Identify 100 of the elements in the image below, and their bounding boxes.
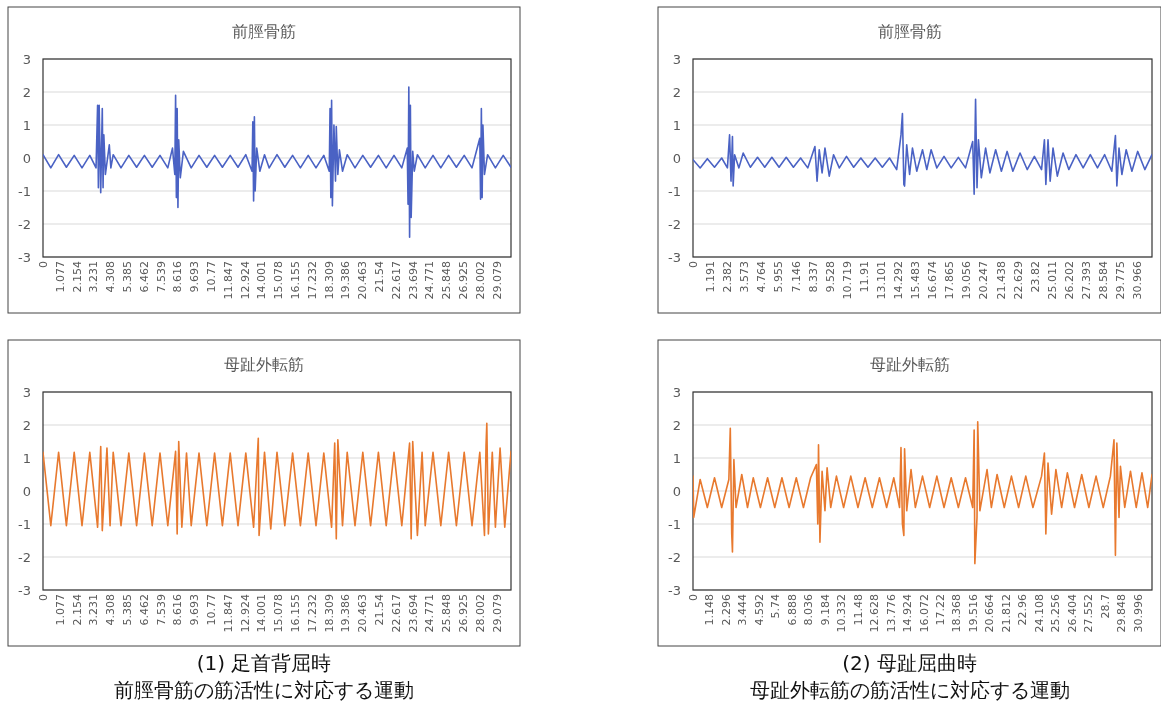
y-tick-label: 0	[672, 484, 681, 499]
y-tick-label: -3	[18, 583, 31, 598]
x-tick-label: 26.404	[1065, 594, 1079, 633]
x-tick-label: 1.148	[703, 594, 717, 626]
x-tick-label: 16.072	[917, 594, 931, 633]
x-tick-label: 28.7	[1098, 594, 1112, 619]
x-tick-label: 19.056	[960, 261, 974, 300]
x-tick-label: 1.077	[53, 594, 67, 626]
x-tick-label: 3.231	[87, 594, 101, 626]
x-tick-label: 11.91	[857, 261, 871, 293]
x-tick-label: 17.22	[934, 594, 947, 626]
x-tick-label: 5.385	[121, 261, 135, 293]
x-tick-label: 25.256	[1049, 594, 1063, 633]
x-tick-label: 9.528	[823, 261, 837, 293]
x-tick-label: 19.386	[339, 594, 353, 633]
x-tick-label: 20.247	[977, 261, 991, 300]
x-tick-label: 6.888	[785, 594, 799, 626]
x-tick-label: 22.617	[389, 261, 403, 300]
x-tick-label: 1.077	[53, 261, 67, 293]
y-tick-label: -3	[18, 250, 31, 265]
y-tick-label: 1	[22, 451, 31, 466]
x-tick-label: 18.368	[950, 594, 964, 633]
x-tick-label: 28.584	[1097, 261, 1110, 300]
x-tick-label: 8.337	[806, 261, 820, 293]
x-tick-label: 21.54	[373, 594, 387, 626]
x-tick-label: 5.385	[121, 594, 135, 626]
chart-title: 母趾外転筋	[869, 355, 950, 374]
x-tick-label: 11.847	[221, 594, 235, 633]
y-tick-label: -1	[668, 517, 681, 532]
x-tick-label: 6.462	[137, 594, 151, 626]
x-tick-label: 26.202	[1062, 261, 1076, 300]
x-tick-label: 24.771	[423, 261, 437, 300]
line-series	[693, 98, 1152, 196]
x-tick-label: 5.955	[772, 261, 786, 293]
x-tick-label: 8.036	[802, 594, 816, 626]
x-tick-label: 3.231	[87, 261, 101, 293]
x-tick-label: 9.184	[818, 594, 832, 626]
x-tick-label: 17.232	[305, 594, 319, 633]
x-tick-label: 14.292	[892, 261, 905, 300]
x-tick-label: 30.996	[1131, 594, 1145, 633]
x-tick-label: 16.155	[289, 261, 303, 300]
x-tick-label: 17.232	[305, 261, 319, 300]
x-tick-label: 6.462	[137, 261, 151, 293]
line-series	[43, 422, 511, 540]
y-tick-label: 2	[22, 418, 31, 433]
y-tick-label: 0	[22, 484, 31, 499]
x-tick-label: 21.438	[994, 261, 1008, 300]
y-tick-label: -3	[668, 583, 681, 598]
x-tick-label: 2.382	[721, 261, 735, 293]
x-tick-label: 0	[37, 594, 50, 601]
x-tick-label: 3.444	[736, 594, 750, 626]
y-tick-label: -1	[18, 184, 31, 199]
x-tick-label: 5.74	[769, 594, 783, 619]
y-tick-label: 3	[672, 385, 681, 400]
y-tick-label: -2	[668, 217, 681, 232]
x-tick-label: 0	[687, 261, 700, 268]
y-tick-label: -2	[18, 550, 31, 565]
y-tick-label: 2	[672, 85, 681, 100]
text: 前脛骨筋の筋活性に対応する運動	[114, 678, 414, 702]
x-tick-label: 29.775	[1114, 261, 1128, 300]
x-tick-label: 2.154	[70, 594, 84, 626]
x-tick-label: 23.694	[406, 261, 420, 300]
text: (2) 母趾屈曲時	[842, 651, 977, 675]
x-tick-label: 11.847	[221, 261, 235, 300]
x-tick-label: 25.848	[440, 594, 454, 633]
y-tick-label: -1	[18, 517, 31, 532]
x-tick-label: 12.628	[868, 594, 882, 633]
x-tick-label: 26.925	[457, 594, 471, 633]
x-tick-label: 9.693	[188, 594, 202, 626]
x-tick-label: 24.771	[423, 594, 437, 633]
x-tick-label: 28.002	[473, 594, 487, 633]
x-tick-label: 12.924	[238, 261, 252, 300]
x-tick-label: 27.552	[1082, 594, 1096, 633]
x-tick-label: 28.002	[473, 261, 487, 300]
x-tick-label: 3.573	[738, 261, 752, 293]
x-tick-label: 22.96	[1016, 594, 1030, 626]
x-tick-label: 22.617	[389, 594, 403, 633]
x-tick-label: 30.966	[1131, 261, 1145, 300]
x-tick-label: 8.616	[171, 594, 185, 626]
y-tick-label: -3	[668, 250, 681, 265]
x-tick-label: 14.924	[901, 594, 915, 633]
x-tick-label: 12.924	[238, 594, 252, 633]
line-series	[43, 86, 511, 238]
y-tick-label: 2	[22, 85, 31, 100]
x-tick-label: 29.848	[1115, 594, 1129, 633]
x-tick-label: 21.812	[999, 594, 1013, 633]
y-tick-label: -2	[18, 217, 31, 232]
y-tick-label: 1	[672, 451, 681, 466]
x-tick-label: 2.154	[70, 261, 84, 293]
y-tick-label: -1	[668, 184, 681, 199]
y-tick-label: 2	[672, 418, 681, 433]
x-tick-label: 19.386	[339, 261, 353, 300]
chart-title: 前脛骨筋	[877, 22, 942, 41]
x-tick-label: 22.629	[1011, 261, 1025, 300]
x-tick-label: 2.296	[719, 594, 733, 626]
y-tick-label: -2	[668, 550, 681, 565]
x-tick-label: 26.925	[457, 261, 471, 300]
x-tick-label: 17.865	[943, 261, 957, 300]
x-tick-label: 16.674	[926, 261, 940, 300]
x-tick-label: 8.616	[171, 261, 185, 293]
